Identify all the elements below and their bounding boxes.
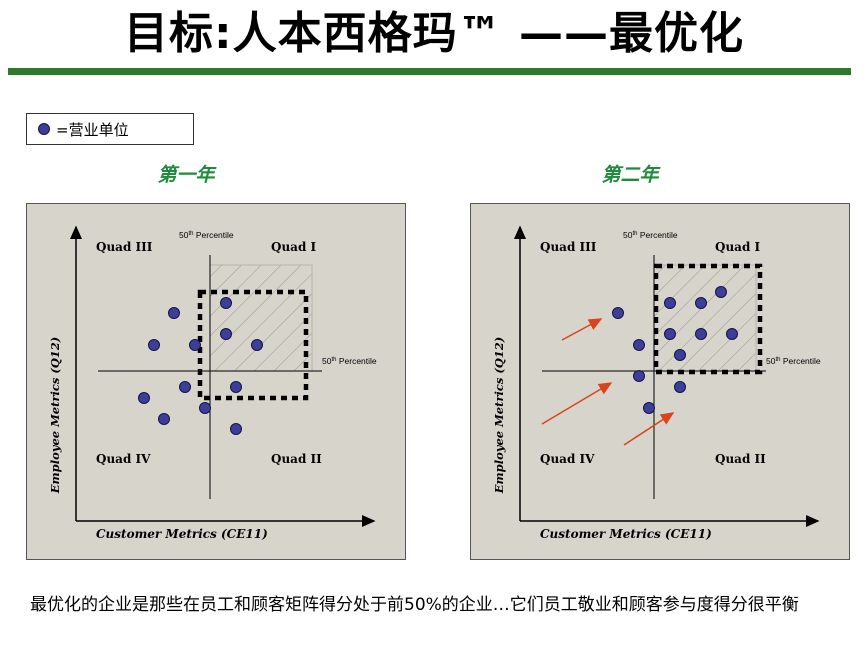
legend: =营业单位	[26, 113, 194, 145]
quad-2-label: Quad II	[715, 452, 766, 466]
percentile-label-horizontal: 50th Percentile	[322, 356, 377, 366]
panel-background	[470, 203, 850, 560]
quadrant-diagram-year-2: Quad III Quad I Quad IV Quad II 50th Per…	[470, 203, 850, 560]
page-title: 目标:人本西格玛™ ——最优化	[124, 8, 744, 59]
business-unit-dot	[643, 402, 655, 414]
quad-4-label: Quad IV	[96, 452, 151, 466]
quad-2-label: Quad II	[271, 452, 322, 466]
title-underline	[8, 68, 851, 75]
optimized-region-box	[197, 289, 309, 401]
business-unit-dot	[189, 339, 201, 351]
hatched-target-zone	[209, 264, 313, 372]
business-unit-dot	[199, 402, 211, 414]
business-unit-dot	[695, 328, 707, 340]
quad-4-label: Quad IV	[540, 452, 595, 466]
business-unit-dot	[230, 423, 242, 435]
business-unit-dot-icon	[38, 123, 50, 135]
business-unit-dots	[612, 286, 738, 414]
business-unit-dots	[138, 297, 263, 435]
business-unit-dot	[138, 392, 150, 404]
movement-arrow	[623, 412, 675, 446]
movement-arrows	[541, 318, 675, 446]
quad-1-label: Quad I	[715, 240, 761, 254]
percentile-label-vertical: 50th Percentile	[623, 230, 678, 240]
panel-title-year-1: 第一年	[157, 164, 215, 186]
movement-arrow	[561, 318, 603, 341]
business-unit-dot	[633, 370, 645, 382]
percentile-label-horizontal: 50th Percentile	[766, 356, 821, 366]
business-unit-dot	[695, 297, 707, 309]
business-unit-dot	[168, 307, 180, 319]
movement-arrow	[541, 382, 613, 425]
quadrant-diagram-year-1: Quad III Quad I Quad IV Quad II 50th Per…	[26, 203, 406, 560]
business-unit-dot	[220, 328, 232, 340]
quad-3-label: Quad III	[96, 240, 153, 254]
business-unit-dot	[230, 381, 242, 393]
x-axis-label: Customer Metrics (CE11)	[96, 527, 268, 541]
business-unit-dot	[179, 381, 191, 393]
optimized-region-box	[653, 263, 763, 375]
caption-text: 最优化的企业是那些在员工和顾客矩阵得分处于前50%的企业…它们员工敬业和顾客参与…	[30, 595, 799, 615]
business-unit-dot	[664, 297, 676, 309]
x-axis-label: Customer Metrics (CE11)	[540, 527, 712, 541]
business-unit-dot	[674, 349, 686, 361]
y-axis-label: Employee Metrics (Q12)	[48, 337, 62, 495]
business-unit-dot	[220, 297, 232, 309]
quad-1-label: Quad I	[271, 240, 317, 254]
percentile-label-vertical: 50th Percentile	[179, 230, 234, 240]
business-unit-dot	[633, 339, 645, 351]
business-unit-dot	[158, 413, 170, 425]
panel-background	[26, 203, 406, 560]
business-unit-dot	[251, 339, 263, 351]
y-axis-label: Employee Metrics (Q12)	[492, 337, 506, 495]
hatched-target-zone	[653, 264, 757, 372]
legend-label: =营业单位	[56, 121, 129, 139]
panel-title-year-2: 第二年	[601, 164, 659, 186]
business-unit-dot	[715, 286, 727, 298]
quad-3-label: Quad III	[540, 240, 597, 254]
business-unit-dot	[726, 328, 738, 340]
business-unit-dot	[612, 307, 624, 319]
business-unit-dot	[674, 381, 686, 393]
business-unit-dot	[664, 328, 676, 340]
business-unit-dot	[148, 339, 160, 351]
